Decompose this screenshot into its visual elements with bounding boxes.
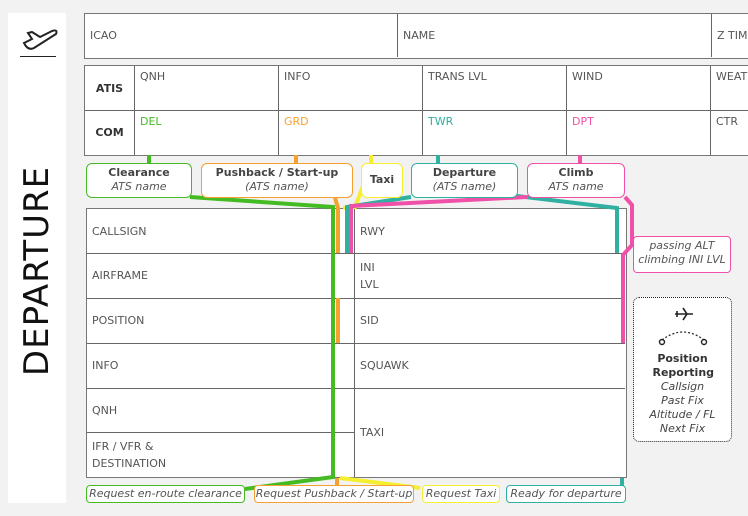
atis-weather[interactable]: WEATHER xyxy=(716,70,748,83)
position-reporting-title: Position Reporting xyxy=(652,352,715,379)
atis-wind[interactable]: WIND xyxy=(567,66,711,110)
pr-item: Callsign xyxy=(660,380,705,393)
phase-pushback: Pushback / Start-up (ATS name) xyxy=(201,163,353,198)
request-pushback-button[interactable]: Request Pushback / Start-up xyxy=(254,485,414,503)
row-position[interactable]: POSITION xyxy=(92,314,145,327)
pr-item: Altitude / FL xyxy=(649,408,716,421)
departure-plane-icon xyxy=(20,29,58,57)
position-reporting-box: Position Reporting Callsign Past Fix Alt… xyxy=(633,297,732,442)
row-airframe[interactable]: AIRFRAME xyxy=(92,269,148,282)
name-field[interactable]: NAME xyxy=(398,14,712,57)
row-squawk[interactable]: SQUAWK xyxy=(360,359,409,372)
atis-trans-lvl[interactable]: TRANS LVL xyxy=(423,66,567,110)
climb-flow-2 xyxy=(621,195,634,343)
com-twr[interactable]: TWR xyxy=(423,111,567,155)
departure-flow-2 xyxy=(516,194,619,253)
ztime-field[interactable]: Z TIME xyxy=(717,29,748,42)
row-ini-lvl[interactable]: INI LVL xyxy=(360,260,379,291)
ready-departure-button[interactable]: Ready for departure xyxy=(506,485,626,503)
phase-taxi: Taxi xyxy=(361,163,403,198)
icao-field[interactable]: ICAO xyxy=(85,14,398,57)
departure-flow xyxy=(345,195,412,253)
row-info[interactable]: INFO xyxy=(92,359,119,372)
atis-com-box: ATIS COM QNH INFO TRANS LVL WIND WEATHER… xyxy=(84,65,748,156)
com-dpt[interactable]: DPT xyxy=(567,111,711,155)
climb-note: passing ALT climbing INI LVL xyxy=(633,236,731,273)
atis-qnh[interactable]: QNH xyxy=(135,66,279,110)
atis-label: ATIS xyxy=(85,66,135,110)
climb-flow xyxy=(349,195,528,253)
com-grd[interactable]: GRD xyxy=(279,111,423,155)
phase-departure: Departure (ATS name) xyxy=(411,163,518,198)
com-ctr[interactable]: CTR xyxy=(716,115,739,128)
row-taxi[interactable]: TAXI xyxy=(360,426,385,439)
clearance-flow xyxy=(189,195,335,491)
row-qnh[interactable]: QNH xyxy=(92,403,118,417)
pushback-flow xyxy=(333,197,340,253)
header-box: ICAO NAME Z TIME xyxy=(84,13,748,59)
com-del[interactable]: DEL xyxy=(135,111,279,155)
pr-item: Past Fix xyxy=(661,394,704,407)
com-label: COM xyxy=(85,110,135,155)
flight-table: CALLSIGN AIRFRAME POSITION INFO QNH IFR … xyxy=(86,208,627,478)
request-taxi-button[interactable]: Request Taxi xyxy=(422,485,500,503)
atis-info[interactable]: INFO xyxy=(279,66,423,110)
row-flight-rules[interactable]: IFR / VFR & DESTINATION xyxy=(92,439,167,470)
pr-item: Next Fix xyxy=(659,422,706,435)
row-sid[interactable]: SID xyxy=(360,314,379,327)
request-clearance-button[interactable]: Request en-route clearance xyxy=(86,485,245,503)
phase-clearance: Clearance ATS name xyxy=(86,163,192,198)
route-plane-icon xyxy=(658,307,707,346)
phase-climb: Climb ATS name xyxy=(527,163,625,198)
row-rwy[interactable]: RWY xyxy=(360,224,385,238)
side-panel: DEPARTURE xyxy=(8,13,66,503)
row-callsign[interactable]: CALLSIGN xyxy=(92,224,147,238)
